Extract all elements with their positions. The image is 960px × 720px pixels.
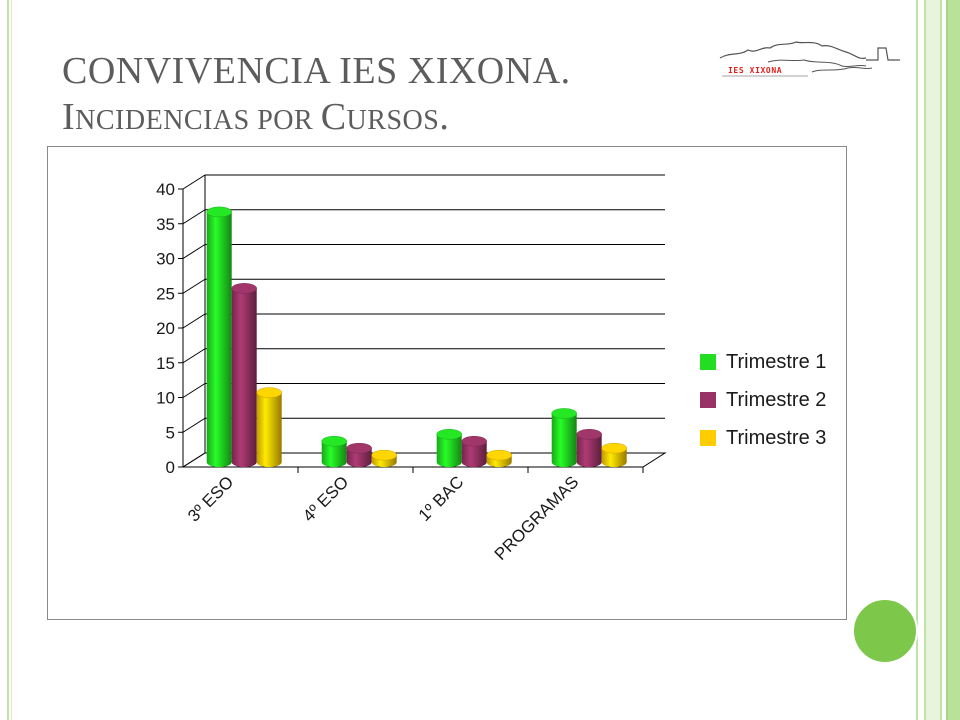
slide-frame-line (7, 0, 9, 720)
gridline-depth (182, 348, 206, 364)
logo-text: IES XIXONA (728, 66, 783, 75)
y-tick-label: 20 (156, 319, 175, 338)
bar-top (371, 449, 397, 461)
bar (231, 288, 257, 468)
x-tick-label: 4º ESO (299, 472, 352, 525)
legend-label: Trimestre 3 (726, 426, 827, 449)
bar-top (256, 387, 282, 398)
x-tick-label: 3º ESO (184, 472, 237, 525)
bar (576, 434, 602, 468)
gridline-depth (182, 174, 206, 190)
bar (551, 413, 577, 468)
legend-item: Trimestre 2 (700, 381, 826, 419)
chart-floor (181, 452, 667, 468)
legend-item: Trimestre 3 (700, 419, 826, 457)
y-tick-label: 0 (166, 458, 175, 477)
bar (601, 448, 627, 468)
bar (461, 441, 487, 468)
gridline-depth (182, 417, 206, 433)
gridline-depth (182, 313, 206, 329)
y-tick-label: 15 (156, 354, 175, 373)
y-tick-label: 35 (156, 215, 175, 234)
y-tick-label: 5 (166, 423, 175, 442)
bar (256, 392, 282, 468)
slide-frame-line (11, 0, 12, 720)
school-logo: IES XIXONA (718, 38, 908, 88)
legend-label: Trimestre 1 (726, 350, 827, 373)
bar-top (436, 429, 462, 440)
slide-title: CONVIVENCIA IES XIXONA. Incidencias por … (62, 48, 762, 144)
y-tick-label: 30 (156, 250, 175, 269)
slide-title-line2-text: Incidencias por Cursos. (62, 96, 450, 138)
x-tick-label: PROGRAMAS (491, 472, 583, 564)
gridline-depth (182, 278, 206, 294)
y-tick-label: 25 (156, 284, 175, 303)
bar-top (231, 283, 257, 294)
gridline-depth (182, 383, 206, 398)
legend-swatch (700, 354, 716, 370)
gridline-depth (182, 244, 206, 259)
bar-chart: 0 5 10 15 20 25 30 35 40 3º ESO 4º ESO 1º BAC PROGRA… (156, 174, 667, 564)
bar-top (486, 449, 512, 461)
slide-frame-decoration (916, 0, 960, 720)
bar-top (576, 429, 602, 440)
gridline-depth (182, 209, 206, 225)
bar (346, 448, 372, 468)
bar-top (321, 436, 347, 447)
mountain-logo-icon (719, 41, 900, 77)
bar (321, 441, 347, 468)
decorative-circle (852, 598, 918, 664)
legend-swatch (700, 392, 716, 408)
bar-top (206, 206, 232, 218)
legend-item: Trimestre 1 (700, 343, 826, 381)
bar (206, 211, 232, 468)
bar-top (601, 442, 627, 454)
slide-title-line2: Incidencias por Cursos. (62, 94, 762, 144)
bar-top (346, 442, 372, 454)
chart-container: 0 5 10 15 20 25 30 35 40 3º ESO 4º ESO 1º BAC PROGRA… (47, 146, 847, 620)
legend-swatch (700, 430, 716, 446)
bar-top (461, 436, 487, 447)
y-tick-label: 10 (156, 389, 175, 408)
y-tick-label: 40 (156, 180, 175, 199)
x-tick-label: 1º BAC (415, 472, 468, 525)
bar (436, 434, 462, 468)
legend-label: Trimestre 2 (726, 388, 827, 411)
bar-top (551, 408, 577, 419)
chart-legend: Trimestre 1 Trimestre 2 Trimestre 3 (700, 343, 826, 457)
slide-title-line1: CONVIVENCIA IES XIXONA. (62, 50, 571, 92)
